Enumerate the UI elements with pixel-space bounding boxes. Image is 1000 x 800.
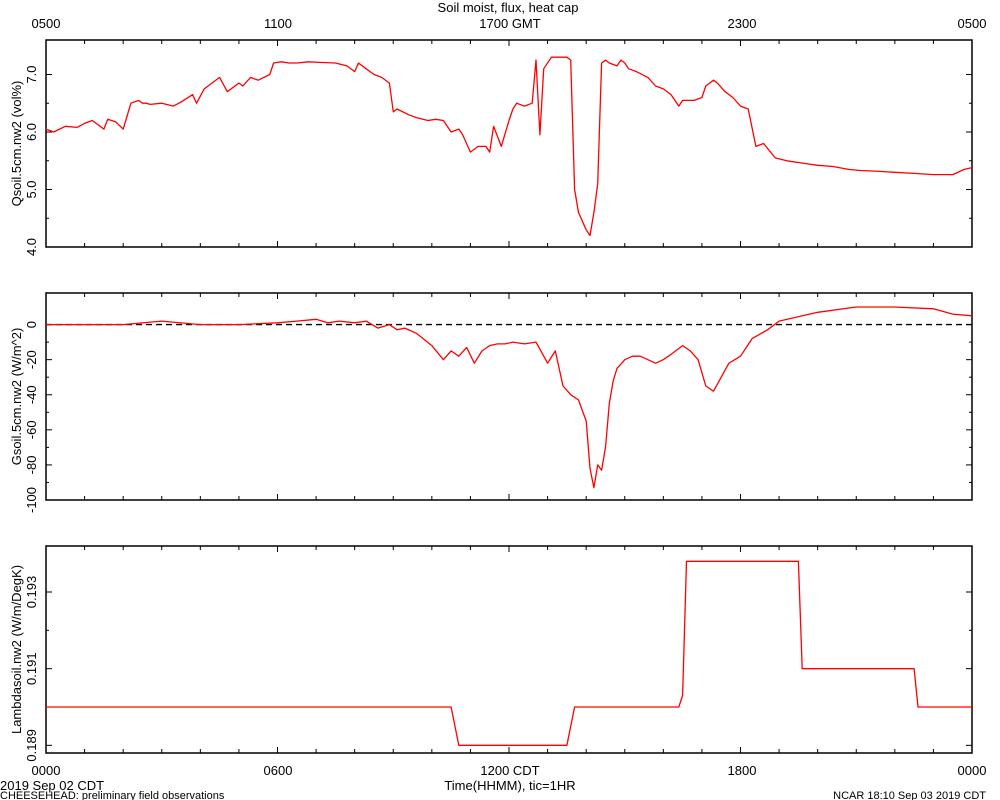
y-tick-label: 7.0: [24, 65, 39, 83]
y-tick-label: 0.189: [24, 729, 39, 762]
y-tick-label: 5.0: [24, 180, 39, 198]
top-tick-label: 1700 GMT: [479, 16, 540, 31]
top-tick-label: 0500: [32, 16, 61, 31]
y-tick-label: -20: [24, 350, 39, 369]
top-tick-label: 0500: [958, 16, 987, 31]
y-tick-label: -100: [24, 487, 39, 513]
bottom-tick-label: 1800: [728, 763, 757, 778]
bottom-tick-label: 0600: [264, 763, 293, 778]
y-tick-label: -80: [24, 456, 39, 475]
series-line: [46, 560, 972, 746]
footer-stamp: NCAR 18:10 Sep 03 2019 CDT: [833, 790, 986, 800]
y-tick-label: 6.0: [24, 123, 39, 141]
series-line: [45, 56, 973, 237]
y-axis-label: Qsoil.5cm.nw2 (vol%): [9, 81, 24, 207]
plot-frame: [45, 545, 973, 754]
bottom-tick-label: 1200 CDT: [480, 763, 539, 778]
y-axis-label: Gsoil.5cm.nw2 (W/m^2): [9, 328, 24, 466]
series-line: [46, 306, 973, 489]
y-tick-label: -60: [24, 420, 39, 439]
y-axis-label: Lambdasoil.nw2 (W/m/DegK): [9, 565, 24, 734]
footer-date: 2019 Sep 02 CDT: [0, 778, 104, 793]
y-tick-label: 0.193: [24, 576, 39, 609]
top-axis-tick-labels: 0500 1100 1700 GMT 2300 0500: [32, 16, 987, 31]
y-tick-label: -40: [24, 385, 39, 404]
plot-frame: [45, 39, 973, 248]
y-tick-label: 4.0: [24, 238, 39, 256]
y-tick-label: 0: [24, 321, 39, 328]
chart-title: Soil moist, flux, heat cap: [438, 0, 579, 15]
bottom-tick-label: 0000: [32, 763, 61, 778]
x-axis-label: Time(HHMM), tic=1HR: [444, 778, 575, 793]
top-tick-label: 2300: [728, 16, 757, 31]
footer-source: CHEESEHEAD: preliminary field observatio…: [0, 790, 225, 800]
y-tick-label: 0.191: [24, 652, 39, 685]
bottom-tick-label: 0000: [958, 763, 987, 778]
bottom-axis-tick-labels: 0000 0600 1200 CDT 1800 0000: [32, 763, 987, 778]
top-tick-label: 1100: [264, 16, 292, 31]
